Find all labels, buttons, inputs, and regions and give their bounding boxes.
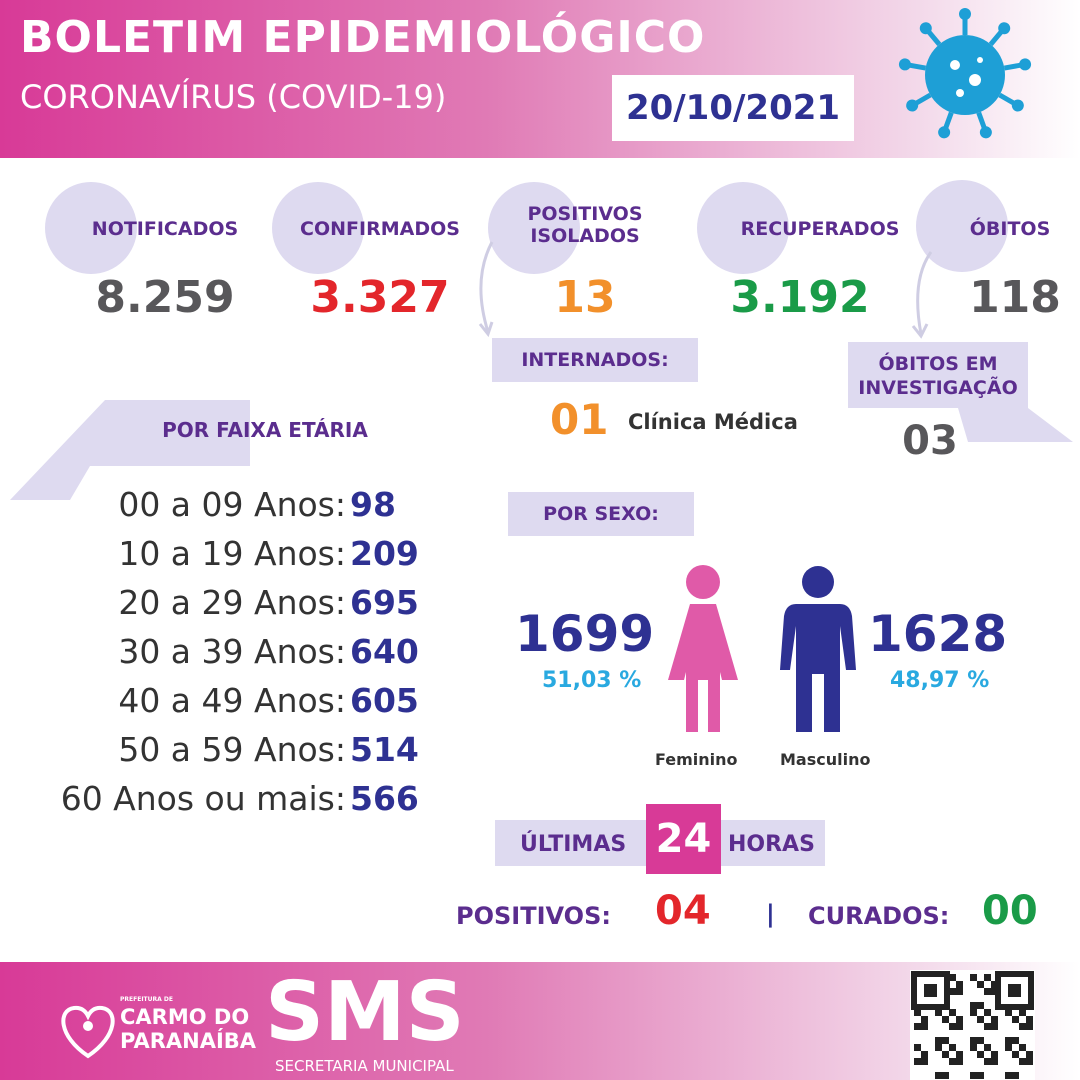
internados-detail: Clínica Médica xyxy=(628,410,798,434)
arrow-icon xyxy=(478,241,494,338)
page-subtitle: CORONAVÍRUS (COVID-19) xyxy=(20,78,447,116)
stat-bubble xyxy=(488,182,580,274)
age-row: 20 a 29 Anos: 695 xyxy=(30,583,430,622)
age-row: 30 a 39 Anos: 640 xyxy=(30,632,430,671)
female-label: Feminino xyxy=(655,750,738,769)
age-label: 40 a 49 Anos: xyxy=(118,681,346,720)
internados-value: 01 xyxy=(550,395,609,444)
separator: | xyxy=(766,900,775,928)
male-count: 1628 xyxy=(868,605,1008,663)
age-label: 10 a 19 Anos: xyxy=(118,534,346,573)
age-label: 30 a 39 Anos: xyxy=(118,632,346,671)
age-label: 00 a 09 Anos: xyxy=(118,485,346,524)
footer-banner xyxy=(0,962,1080,1080)
stat-bubble xyxy=(272,182,364,274)
municipality-logo: CARMO DO PARANAÍBA xyxy=(120,1005,257,1053)
male-icon xyxy=(780,566,856,732)
stat-label-confirmados: CONFIRMADOS xyxy=(300,218,460,240)
virus-icon xyxy=(895,8,1035,145)
obitos-investigacao-value: 03 xyxy=(902,418,958,464)
logo-small-text: PREFEITURA DE xyxy=(120,996,173,1003)
male-percent: 48,97 % xyxy=(890,668,990,693)
age-value: 514 xyxy=(350,730,419,769)
faixa-etaria-shape xyxy=(10,400,250,500)
qr-code xyxy=(910,970,1035,1080)
age-value: 98 xyxy=(350,485,396,524)
ultimas-label: ÚLTIMAS xyxy=(520,832,627,857)
curados-value: 00 xyxy=(982,888,1038,934)
stat-value-recuperados: 3.192 xyxy=(730,272,870,323)
age-row: 10 a 19 Anos: 209 xyxy=(30,534,430,573)
positivos-label: POSITIVOS: xyxy=(456,902,611,930)
age-label: 60 Anos ou mais: xyxy=(60,779,346,818)
female-percent: 51,03 % xyxy=(542,668,642,693)
positivos-value: 04 xyxy=(655,888,711,934)
male-label: Masculino xyxy=(780,750,871,769)
age-row: 00 a 09 Anos: 98 xyxy=(30,485,430,524)
age-value: 566 xyxy=(350,779,419,818)
stat-bubble xyxy=(697,182,789,274)
stat-value-positivos: 13 xyxy=(554,272,616,323)
horas-label: HORAS xyxy=(728,832,815,857)
internados-label: INTERNADOS: xyxy=(492,338,698,382)
obitos-investigacao-shape xyxy=(848,342,1073,442)
stat-value-confirmados: 3.327 xyxy=(310,272,450,323)
female-count: 1699 xyxy=(515,605,655,663)
page-title: BOLETIM EPIDEMIOLÓGICO xyxy=(20,12,706,63)
bulletin-date: 20/10/2021 xyxy=(612,75,854,141)
stat-value-notificados: 8.259 xyxy=(95,272,235,323)
curados-label: CURADOS: xyxy=(808,902,950,930)
heart-logo-icon xyxy=(61,1005,115,1059)
header-banner xyxy=(0,0,1080,158)
stat-label-recuperados: RECUPERADOS xyxy=(740,218,900,240)
stat-label-notificados: NOTIFICADOS xyxy=(91,218,239,240)
stat-label-obitos: ÓBITOS xyxy=(969,218,1051,240)
stat-bubble xyxy=(45,182,137,274)
age-row: 50 a 59 Anos: 514 xyxy=(30,730,430,769)
female-icon xyxy=(668,565,738,732)
age-value: 209 xyxy=(350,534,419,573)
ultimas-hours: 24 xyxy=(646,804,721,874)
sms-logo: SMS xyxy=(265,965,465,1060)
age-row: 60 Anos ou mais: 566 xyxy=(30,779,430,818)
stat-value-obitos: 118 xyxy=(969,272,1061,323)
arrow-icon xyxy=(911,251,933,339)
faixa-etaria-title: POR FAIXA ETÁRIA xyxy=(162,418,368,442)
age-value: 695 xyxy=(350,583,419,622)
age-value: 605 xyxy=(350,681,419,720)
age-value: 640 xyxy=(350,632,419,671)
age-label: 50 a 59 Anos: xyxy=(118,730,346,769)
stat-bubble xyxy=(916,180,1008,272)
age-row: 40 a 49 Anos: 605 xyxy=(30,681,430,720)
sexo-title: POR SEXO: xyxy=(508,492,694,536)
stat-label-positivos: POSITIVOS ISOLADOS xyxy=(527,203,643,247)
age-label: 20 a 29 Anos: xyxy=(118,583,346,622)
obitos-investigacao-label: ÓBITOS EM INVESTIGAÇÃO xyxy=(858,353,1018,399)
sms-subtitle: SECRETARIA MUNICIPAL xyxy=(275,1057,454,1075)
